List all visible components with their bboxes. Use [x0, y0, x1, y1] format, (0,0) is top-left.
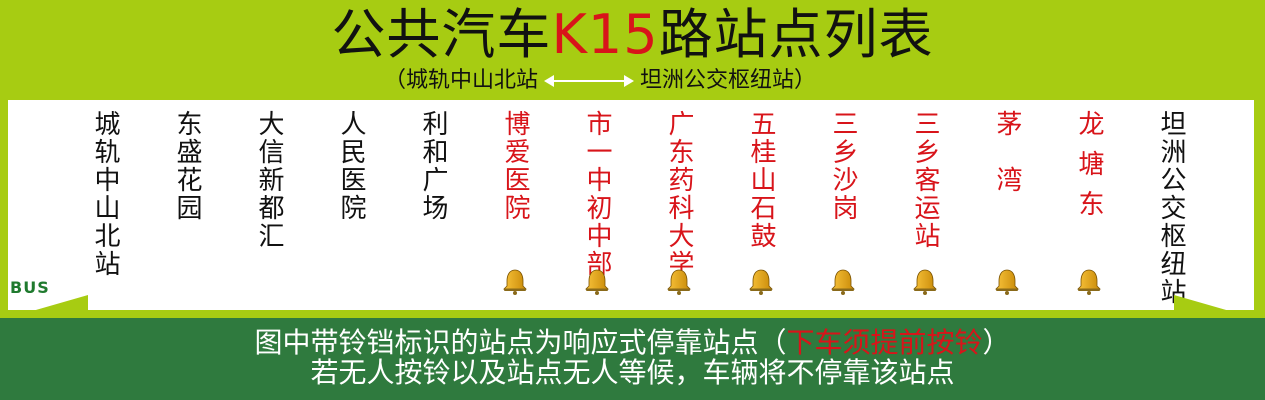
route-endpoints: （城轨中山北站 坦洲公交枢纽站） — [300, 64, 900, 98]
station-name: 利和广场 — [418, 110, 448, 222]
notice-line-1-close: ） — [982, 326, 1011, 359]
title-prefix: 公共汽车 — [331, 3, 552, 66]
station-name: 广东药科大学 — [664, 110, 694, 278]
notice-line-1: 图中带铃铛标识的站点为响应式停靠站点（下车须提前按铃） — [0, 326, 1265, 360]
station-item: 城轨中山北站 — [82, 110, 128, 282]
route-end: 坦洲公交枢纽站） — [640, 68, 817, 93]
station-item: 广东药科大学 — [656, 110, 702, 282]
double-arrow-icon — [544, 73, 634, 89]
station-name: 博爱医院 — [500, 110, 530, 222]
station-item: 龙塘东 — [1066, 110, 1112, 234]
bell-icon — [831, 269, 855, 295]
station-item: 利和广场 — [410, 110, 456, 226]
station-name: 大信新都汇 — [254, 110, 284, 250]
station-name: 东盛花园 — [172, 110, 202, 222]
station-item: 市一中初中部 — [574, 110, 620, 282]
station-name: 市一中初中部 — [582, 110, 612, 278]
bell-icon — [503, 269, 527, 295]
bell-icon — [585, 269, 609, 295]
station-name: 茅湾 — [992, 110, 1022, 222]
notice-line-1-warning: 下车须提前按铃 — [786, 326, 983, 359]
station-name: 三乡沙岗 — [828, 110, 858, 222]
station-item: 五桂山石鼓 — [738, 110, 784, 254]
station-name: 城轨中山北站 — [90, 110, 120, 278]
bell-icon — [667, 269, 691, 295]
notice-banner: 图中带铃铛标识的站点为响应式停靠站点（下车须提前按铃） 若无人按铃以及站点无人等… — [0, 318, 1265, 400]
route-number: K15 — [551, 3, 659, 66]
station-item: 博爱医院 — [492, 110, 538, 226]
station-name: 人民医院 — [336, 110, 366, 222]
page-title: 公共汽车K15路站点列表 — [0, 0, 1265, 70]
station-item: 茅湾 — [984, 110, 1030, 226]
station-item: 人民医院 — [328, 110, 374, 226]
notice-line-2: 若无人按铃以及站点无人等候，车辆将不停靠该站点 — [310, 356, 955, 389]
bell-icon — [1077, 269, 1101, 295]
bell-icon — [913, 269, 937, 295]
station-item: 东盛花园 — [164, 110, 210, 226]
station-name: 五桂山石鼓 — [746, 110, 776, 250]
notice-line-1-text: 图中带铃铛标识的站点为响应式停靠站点（ — [254, 326, 787, 359]
station-item: 三乡沙岗 — [820, 110, 866, 226]
station-item: 坦洲公交枢纽站 — [1148, 110, 1194, 310]
title-suffix: 路站点列表 — [658, 3, 934, 66]
route-start: （城轨中山北站 — [383, 68, 538, 93]
bus-label: BUS — [10, 278, 50, 297]
station-name: 三乡客运站 — [910, 110, 940, 250]
station-name: 龙塘东 — [1074, 110, 1104, 230]
station-panel: 城轨中山北站 东盛花园 大信新都汇 人民医院 利和广场 博爱医院 市一中初中部 广东药科大学 五… — [8, 100, 1254, 310]
bell-icon — [995, 269, 1019, 295]
station-name: 坦洲公交枢纽站 — [1156, 110, 1186, 306]
station-list: 城轨中山北站 东盛花园 大信新都汇 人民医院 利和广场 博爱医院 市一中初中部 广东药科大学 五… — [8, 100, 1254, 310]
station-item: 三乡客运站 — [902, 110, 948, 254]
station-item: 大信新都汇 — [246, 110, 292, 254]
bell-icon — [749, 269, 773, 295]
